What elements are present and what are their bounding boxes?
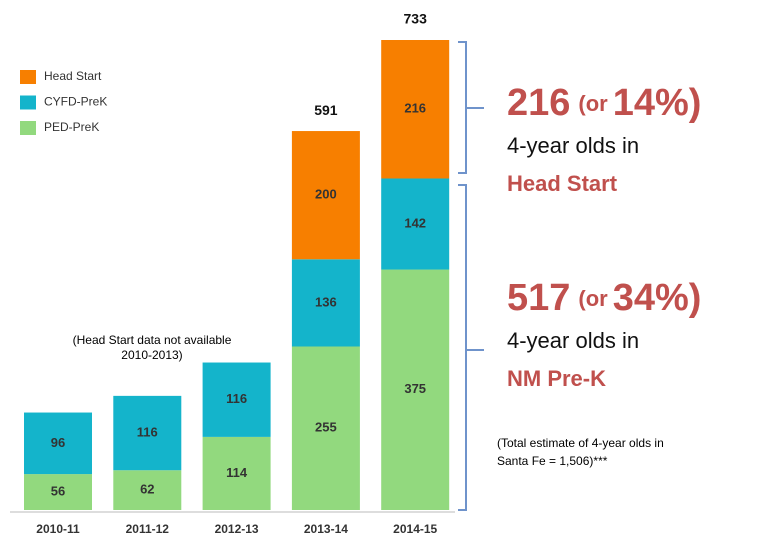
- annotation-percent: 14%): [613, 82, 702, 124]
- annotation-or: (or: [578, 286, 608, 311]
- value-label: 136: [315, 294, 337, 309]
- legend-swatch: [20, 70, 36, 84]
- value-label: 116: [226, 391, 247, 406]
- legend-label: CYFD-PreK: [44, 95, 107, 109]
- x-tick-label: 2014-15: [393, 522, 437, 536]
- value-label: 62: [140, 482, 154, 497]
- legend-swatch: [20, 121, 36, 135]
- brackets: [458, 41, 484, 511]
- bracket-prek: [458, 184, 484, 511]
- note: (Head Start data not available: [73, 333, 232, 347]
- value-label: 96: [51, 435, 65, 450]
- annotation-program: NM Pre-K: [507, 366, 606, 391]
- total-label: 733: [404, 11, 428, 27]
- bar-segment: [381, 178, 450, 270]
- bar-segment: [113, 470, 182, 510]
- value-label: 56: [51, 483, 65, 498]
- annotation-percent: 34%): [613, 277, 702, 319]
- x-tick-label: 2012-13: [215, 522, 259, 536]
- bar-segment: [24, 474, 92, 510]
- legend-swatch: [20, 95, 36, 110]
- annotation-program: Head Start: [507, 171, 618, 196]
- x-tick-label: 2011-12: [126, 522, 170, 536]
- bar-segment: [24, 412, 92, 475]
- annotation-number: 517: [507, 277, 570, 319]
- legend-label: Head Start: [44, 69, 102, 83]
- bar-segment: [291, 131, 360, 260]
- annotation-text: 4-year olds in: [507, 328, 639, 353]
- annotation-or: (or: [578, 91, 608, 116]
- total-label: 591: [314, 102, 338, 118]
- value-label: 116: [137, 424, 158, 439]
- annotation-headline: 517 (or 34%): [507, 277, 701, 319]
- bar-segment: [113, 395, 182, 471]
- annotation-text: 4-year olds in: [507, 133, 639, 158]
- value-label: 216: [404, 101, 426, 116]
- footnote: (Total estimate of 4-year olds in: [497, 436, 664, 450]
- value-label: 375: [404, 381, 426, 396]
- x-tick-label: 2013-14: [304, 522, 348, 536]
- value-label: 200: [315, 187, 337, 202]
- bar-segment: [381, 269, 450, 510]
- value-label: 255: [315, 420, 337, 435]
- bar-segment: [202, 436, 271, 510]
- bar-segment: [381, 40, 450, 179]
- bracket-head-start: [458, 41, 484, 174]
- legend-label: PED-PreK: [44, 120, 99, 134]
- bar-segment: [202, 362, 271, 437]
- x-tick-label: 2010-11: [36, 522, 80, 536]
- annotation-number: 216: [507, 82, 570, 124]
- note: 2010-2013): [121, 348, 182, 362]
- bar-segment: [291, 346, 360, 510]
- footnote: Santa Fe = 1,506)***: [497, 454, 608, 468]
- value-label: 142: [404, 215, 426, 230]
- annotation-headline: 216 (or 14%): [507, 82, 701, 124]
- bar-segment: [291, 259, 360, 347]
- value-label: 114: [226, 465, 248, 480]
